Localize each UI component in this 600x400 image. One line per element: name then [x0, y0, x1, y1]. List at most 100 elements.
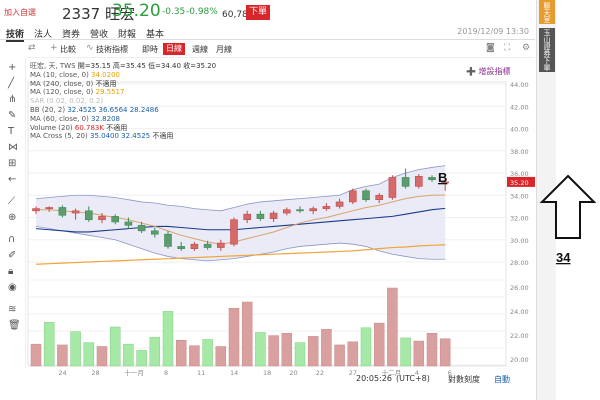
bb-upper-line — [35, 165, 446, 212]
candle-body — [137, 224, 146, 232]
trendline-icon[interactable]: ╱ — [8, 78, 15, 89]
bb-upper-value: 36.6564 — [98, 105, 128, 114]
volume-bar — [426, 332, 438, 367]
indicators-button[interactable]: 技術指標 — [96, 45, 128, 54]
volume-bar — [175, 340, 187, 367]
compare-button[interactable]: 比較 — [60, 45, 76, 54]
candle-body — [322, 206, 331, 209]
y-tick-label: 44.00 — [510, 81, 529, 89]
legend-sar[interactable]: SAR (0.02, 0.02, 0.2) — [30, 97, 216, 106]
current-price-tag — [507, 176, 535, 187]
candle-body — [190, 243, 199, 249]
y-tick-label: 40.00 — [510, 126, 529, 134]
weekly-button[interactable]: 週線 — [192, 45, 208, 54]
indicators-icon[interactable]: ∿ — [86, 43, 94, 53]
layers-icon[interactable]: ≋ — [8, 304, 17, 315]
legend-volume[interactable]: Volume (20) 60.783K 不適用 — [30, 124, 216, 133]
plot-frame — [27, 81, 507, 367]
candle-body — [388, 177, 397, 198]
add-favorite-link[interactable]: 加入自選 — [4, 8, 36, 17]
high-value: 高=35.45 — [112, 62, 146, 70]
candle-body — [243, 213, 251, 221]
legend-ma60[interactable]: MA (60, close, 0) 32.8208 — [30, 115, 216, 124]
volume-bar — [321, 329, 332, 367]
bollinger-band-fill — [36, 165, 446, 261]
current-price-label: 35.20 — [510, 179, 529, 187]
volume-tick-label: 20.00 — [510, 356, 529, 364]
realtime-button[interactable]: 即時 — [142, 45, 158, 54]
log-scale-toggle[interactable]: 對數刻度 — [448, 375, 480, 384]
volume-tick-label: 24.00 — [510, 308, 529, 316]
candle-body — [362, 190, 370, 201]
volume-bar — [360, 327, 372, 367]
crosshair-icon[interactable]: + — [8, 62, 17, 73]
candle-body — [348, 190, 357, 203]
volume-ma-value: 不適用 — [106, 123, 128, 132]
volume-bar — [70, 331, 81, 367]
chart-toolbar: ⇄ + 比較 ∿ 技術指標 即時 日線 週線 月線 ◙ ⛶ ⚙ — [28, 42, 535, 58]
legend-ma120[interactable]: MA (120, close, 0) 29.5517 — [30, 88, 216, 97]
trade-order-button[interactable]: 玉山證券下單 — [539, 28, 555, 72]
y-tick-label: 32.00 — [510, 215, 529, 223]
back-arrow-icon[interactable]: ← — [8, 174, 17, 185]
magnet-icon[interactable]: ∩ — [8, 234, 16, 245]
measure-icon[interactable]: ⊞ — [8, 158, 17, 169]
lock-icon[interactable]: 🔒︎ — [8, 266, 14, 277]
tab-revenue[interactable]: 營收 — [90, 30, 109, 40]
volume-tick-label: 22.00 — [510, 332, 529, 340]
compare-add-icon[interactable]: + — [50, 43, 58, 53]
fullscreen-icon[interactable]: ⛶ — [504, 43, 511, 53]
volume-label: Volume (20) — [30, 123, 73, 132]
add-indicator-button[interactable]: ➕ 增設指標 — [466, 67, 511, 76]
ruler-icon[interactable]: ⟋ — [8, 196, 15, 207]
candle-body — [256, 213, 265, 219]
up-arrow-annotation — [539, 174, 597, 239]
text-icon[interactable]: T — [8, 126, 15, 137]
chart-footer: 20:05:26 (UTC+8) 對數刻度 自動 — [300, 372, 535, 386]
daily-button[interactable]: 日線 — [163, 43, 185, 55]
legend-macross[interactable]: MA Cross (5, 20) 35.0400 32.4525 不適用 — [30, 132, 216, 141]
legend-bb[interactable]: BB (20, 2) 32.4525 36.6564 28.2486 — [30, 106, 216, 115]
lock-draw-icon[interactable]: ✐ — [8, 250, 17, 261]
tab-margin[interactable]: 資券 — [62, 30, 81, 40]
volume-bar — [43, 322, 55, 367]
order-button[interactable]: 下單 — [246, 5, 270, 20]
volume-bar — [347, 341, 359, 367]
eye-icon[interactable]: ◉ — [8, 282, 17, 293]
candle-body — [217, 242, 225, 248]
legend-ma10[interactable]: MA (10, close, 0) 34.0200 — [30, 71, 216, 80]
x-tick-label: 14 — [230, 369, 238, 377]
tab-basic[interactable]: 基本 — [146, 30, 165, 40]
volume-tick-label: 26.00 — [510, 284, 529, 292]
low-value: 低=34.40 — [148, 62, 181, 70]
bb-label: BB (20, 2) — [30, 105, 66, 114]
pitchfork-icon[interactable]: ⋔ — [8, 94, 17, 105]
tab-financials[interactable]: 財報 — [118, 30, 137, 40]
candle-body — [203, 243, 212, 248]
camera-icon[interactable]: ◙ — [486, 43, 495, 53]
stock-code: 2337 旺宏 — [62, 5, 135, 23]
pattern-icon[interactable]: ⋈ — [8, 142, 18, 153]
volume-bar — [294, 342, 306, 367]
chat-room-button[interactable]: 聊天室 — [539, 0, 555, 24]
auto-scale-toggle[interactable]: 自動 — [494, 375, 510, 384]
volume-bar — [307, 336, 319, 367]
tab-institutional[interactable]: 法人 — [34, 30, 53, 40]
volume-bar — [202, 339, 213, 367]
trash-icon[interactable]: 🗑︎ — [8, 320, 21, 331]
symbol-search-icon[interactable]: ⇄ — [28, 43, 36, 53]
y-tick-label: 34.00 — [510, 192, 529, 200]
x-tick-label: 6 — [448, 369, 452, 377]
tab-technical[interactable]: 技術 — [6, 27, 25, 42]
legend-ma240[interactable]: MA (240, close, 0) 不適用 — [30, 80, 216, 89]
zoom-in-icon[interactable]: ⊕ — [8, 212, 17, 223]
monthly-button[interactable]: 月線 — [216, 45, 232, 54]
candle-body — [296, 209, 304, 212]
brush-icon[interactable]: ✎ — [8, 110, 17, 121]
settings-gear-icon[interactable]: ⚙ — [522, 43, 531, 53]
candle-body — [401, 177, 410, 187]
x-tick-label: 27 — [349, 369, 357, 377]
ohlc-row: 旺宏, 天, TWS 開=35.15 高=35.45 低=34.40 收=35.… — [30, 62, 216, 71]
volume-bar — [255, 332, 266, 367]
